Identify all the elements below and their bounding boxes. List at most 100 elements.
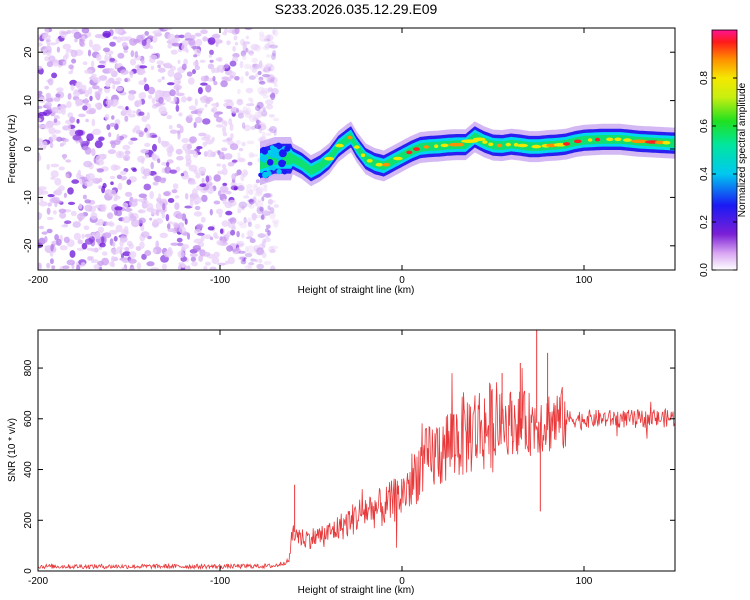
noise-blob xyxy=(228,218,235,222)
noise-blob xyxy=(159,177,166,184)
noise-blob xyxy=(166,114,172,120)
noise-blob xyxy=(87,256,93,261)
hotspot xyxy=(434,144,439,148)
noise-blob xyxy=(79,38,85,47)
hotspot xyxy=(614,137,622,142)
noise-blob xyxy=(211,256,220,265)
noise-blob xyxy=(241,141,246,147)
noise-blob xyxy=(59,143,64,147)
noise-blob xyxy=(257,70,262,76)
noise-blob xyxy=(137,198,146,202)
noise-blob xyxy=(97,64,106,69)
noise-blob xyxy=(193,54,198,58)
noise-blob xyxy=(238,158,246,163)
noise-blob xyxy=(208,54,212,58)
noise-blob xyxy=(250,258,256,262)
noise-blob xyxy=(151,152,157,161)
noise-blob xyxy=(95,232,101,240)
noise-blob xyxy=(41,231,48,235)
noise-blob xyxy=(229,75,234,79)
noise-blob xyxy=(115,224,123,233)
noise-blob xyxy=(236,108,239,113)
noise-blob xyxy=(273,221,279,228)
noise-blob xyxy=(241,122,246,129)
x-tick-label: 100 xyxy=(576,576,593,587)
noise-blob xyxy=(113,197,118,202)
noise-blob xyxy=(82,176,86,185)
hotspot xyxy=(382,162,391,167)
noise-blob xyxy=(226,231,232,238)
colorbar-tick-label: 0.6 xyxy=(699,119,710,133)
noise-blob xyxy=(261,131,266,138)
noise-blob xyxy=(70,210,77,217)
noise-blob xyxy=(211,106,218,114)
noise-blob xyxy=(157,64,162,68)
noise-blob xyxy=(141,59,145,65)
hotspot xyxy=(440,143,449,148)
noise-blob xyxy=(222,126,227,134)
noise-blob xyxy=(270,265,276,270)
noise-blob xyxy=(178,34,185,39)
noise-blob xyxy=(130,50,135,58)
noise-blob xyxy=(220,80,228,88)
noise-region xyxy=(38,28,280,270)
noise-blob xyxy=(188,114,193,118)
noise-blob xyxy=(109,229,118,235)
noise-blob xyxy=(112,84,116,90)
noise-blob xyxy=(226,245,234,252)
noise-blob xyxy=(189,199,194,208)
noise-blob xyxy=(250,43,260,51)
noise-blob xyxy=(48,55,56,62)
ridge-start-blob xyxy=(276,168,282,175)
noise-blob xyxy=(56,136,63,142)
noise-blob xyxy=(95,155,105,163)
noise-blob xyxy=(245,48,249,53)
noise-blob xyxy=(193,60,199,67)
noise-blob xyxy=(245,71,249,77)
ridge-start-blob xyxy=(267,152,272,157)
noise-blob xyxy=(194,205,201,211)
noise-blob xyxy=(202,118,211,125)
noise-blob xyxy=(139,241,145,249)
noise-blob xyxy=(199,183,207,188)
noise-blob xyxy=(46,216,54,221)
noise-blob xyxy=(269,248,276,253)
noise-blob xyxy=(265,34,274,42)
noise-blob xyxy=(49,258,54,265)
noise-blob xyxy=(267,205,271,211)
ridge-band xyxy=(260,121,675,187)
noise-blob xyxy=(271,88,279,95)
noise-blob xyxy=(163,93,168,100)
noise-blob xyxy=(247,263,253,270)
noise-blob xyxy=(85,118,89,123)
noise-blob xyxy=(117,105,124,109)
snr-panel: -200 -100 0 100 0 200 400 600 800 Height of stra… xyxy=(7,329,676,596)
noise-blob xyxy=(258,127,263,134)
noise-blob xyxy=(152,143,157,152)
hotspot xyxy=(354,145,360,149)
hotspot xyxy=(595,137,601,142)
noise-blob xyxy=(225,210,233,216)
noise-blob xyxy=(98,185,102,189)
noise-blob xyxy=(211,34,221,39)
noise-blob xyxy=(88,39,93,48)
noise-blob xyxy=(169,129,178,134)
noise-blob xyxy=(266,104,274,110)
noise-blob xyxy=(38,213,43,218)
noise-blob xyxy=(164,62,172,67)
noise-blob xyxy=(237,109,243,117)
noise-blob xyxy=(176,237,183,243)
noise-blob xyxy=(257,86,266,95)
noise-blob xyxy=(115,63,121,69)
noise-blob xyxy=(150,161,154,170)
noise-blob xyxy=(94,204,101,209)
noise-blob xyxy=(157,136,161,144)
noise-blob xyxy=(267,34,271,42)
noise-blob xyxy=(136,262,142,270)
noise-blob xyxy=(54,234,59,241)
noise-blob xyxy=(169,169,177,174)
noise-blob xyxy=(88,86,93,95)
noise-blob xyxy=(81,233,85,239)
noise-blob xyxy=(155,240,159,249)
noise-blob xyxy=(257,108,267,114)
